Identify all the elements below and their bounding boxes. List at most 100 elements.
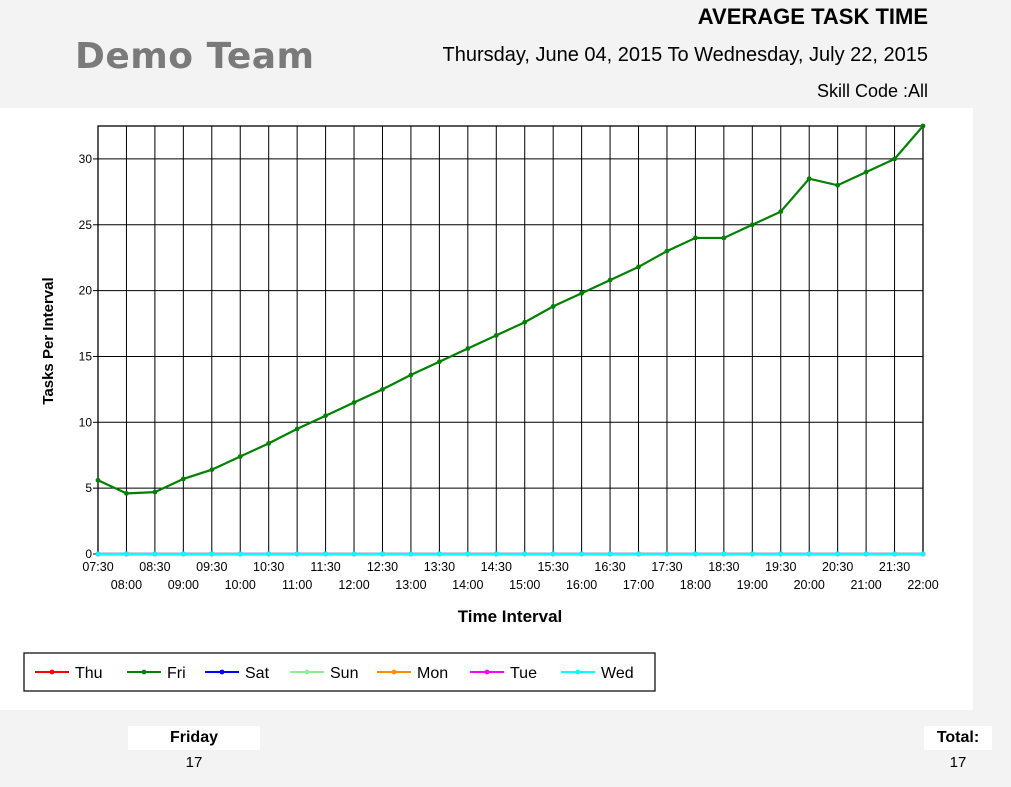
data-point: [493, 551, 499, 557]
data-point: [920, 551, 926, 557]
data-point: [806, 176, 812, 182]
legend-item-fri: Fri: [127, 665, 186, 682]
x-tick-label: 08:30: [139, 560, 170, 574]
report-header: Demo Team AVERAGE TASK TIME Thursday, Ju…: [0, 0, 1011, 108]
x-tick-label: 15:00: [509, 578, 540, 592]
line-chart: 0 5 10 15 20 25 30 07:30 08:00 08:30 09:00 09:30 10…: [23, 123, 939, 692]
data-point: [237, 454, 243, 459]
team-name: Demo Team: [75, 36, 315, 77]
data-point: [209, 551, 215, 557]
data-point: [664, 248, 670, 254]
y-tick-label: 30: [79, 152, 93, 166]
legend-item-sun: Sun: [290, 665, 358, 682]
series-wed: [95, 551, 926, 557]
legend-marker: [304, 669, 310, 675]
data-point: [237, 551, 243, 557]
data-point: [436, 551, 442, 557]
legend-label: Wed: [601, 665, 634, 682]
x-tick-label: 11:30: [310, 560, 340, 574]
legend-item-mon: Mon: [377, 665, 448, 682]
data-point: [607, 551, 613, 557]
x-tick-label: 19:00: [737, 578, 768, 592]
y-tick-label: 0: [85, 547, 92, 561]
legend-item-thu: Thu: [35, 665, 103, 682]
legend-marker: [391, 669, 397, 675]
total-label: Total:: [924, 726, 992, 750]
legend-item-sat: Sat: [205, 665, 270, 682]
x-tick-label: 20:00: [794, 578, 825, 592]
data-point: [522, 551, 528, 557]
skill-code: Skill Code :All: [816, 81, 928, 101]
chart-panel: 0 5 10 15 20 25 30 07:30 08:00 08:30 09:00 09:30 10…: [0, 108, 973, 710]
series-layer: [95, 123, 926, 557]
legend: Thu Fri Sat Sun Mon Tue Wed: [23, 652, 656, 692]
data-point: [408, 372, 414, 378]
data-point: [351, 400, 357, 405]
x-tick-label: 17:00: [623, 578, 654, 592]
series-fri: [95, 123, 926, 496]
data-point: [664, 551, 670, 557]
x-tick-label: 21:30: [879, 560, 910, 574]
legend-label: Tue: [510, 665, 537, 682]
data-point: [778, 551, 784, 557]
y-tick-label: 20: [79, 284, 93, 298]
x-tick-label: 10:00: [225, 578, 256, 592]
x-tick-label: 14:30: [481, 560, 512, 574]
data-point: [408, 551, 414, 557]
legend-marker: [484, 669, 490, 675]
data-point: [550, 304, 556, 309]
x-tick-label: 17:30: [651, 560, 682, 574]
data-point: [180, 551, 186, 557]
x-tick-label: 13:30: [424, 560, 455, 574]
x-tick-label: 07:30: [82, 560, 113, 574]
y-tick-label: 10: [79, 415, 93, 429]
y-tick-label: 15: [79, 349, 93, 363]
data-point: [294, 426, 300, 432]
data-point: [550, 551, 556, 557]
legend-marker: [49, 669, 55, 675]
data-point: [607, 277, 613, 283]
data-point: [522, 319, 528, 325]
data-point: [835, 551, 841, 557]
data-point: [892, 551, 897, 557]
x-tick-label: 16:30: [594, 560, 625, 574]
data-point: [152, 489, 158, 495]
data-point: [124, 491, 129, 496]
x-tick-label: 12:00: [338, 578, 369, 592]
data-point: [436, 359, 442, 365]
legend-item-wed: Wed: [561, 665, 634, 682]
x-tick-label: 09:30: [196, 560, 227, 574]
x-tick-label: 20:30: [822, 560, 853, 574]
data-point: [806, 551, 812, 557]
data-point: [835, 182, 841, 188]
data-point: [152, 551, 158, 557]
data-point: [863, 169, 869, 175]
grid-layer: [97, 125, 924, 555]
data-point: [380, 386, 385, 392]
report-title: AVERAGE TASK TIME: [697, 4, 928, 29]
data-point: [124, 551, 129, 557]
summary-footer: Friday 17 Total: 17: [0, 710, 1011, 787]
date-range: Thursday, June 04, 2015 To Wednesday, Ju…: [442, 44, 928, 66]
x-tick-label: 19:30: [765, 560, 796, 574]
legend-label: Sun: [330, 665, 358, 682]
legend-marker: [219, 669, 225, 675]
data-point: [721, 551, 727, 557]
x-tick-label: 10:30: [253, 560, 284, 574]
data-point: [636, 264, 641, 270]
legend-item-tue: Tue: [470, 665, 537, 682]
x-tick-label: 15:30: [538, 560, 569, 574]
y-tick-label: 5: [85, 481, 92, 495]
x-tick-label: 21:00: [850, 578, 881, 592]
x-tick-label: 16:00: [566, 578, 597, 592]
x-tick-label: 13:00: [395, 578, 426, 592]
y-axis-label: Tasks Per Interval: [40, 277, 57, 404]
legend-label: Mon: [417, 665, 448, 682]
data-point: [209, 467, 215, 473]
x-tick-label: 22:00: [907, 578, 938, 592]
data-point: [579, 290, 585, 296]
series-line: [97, 125, 924, 495]
data-point: [863, 551, 869, 557]
data-point: [721, 235, 727, 241]
day-value: 17: [185, 754, 203, 771]
